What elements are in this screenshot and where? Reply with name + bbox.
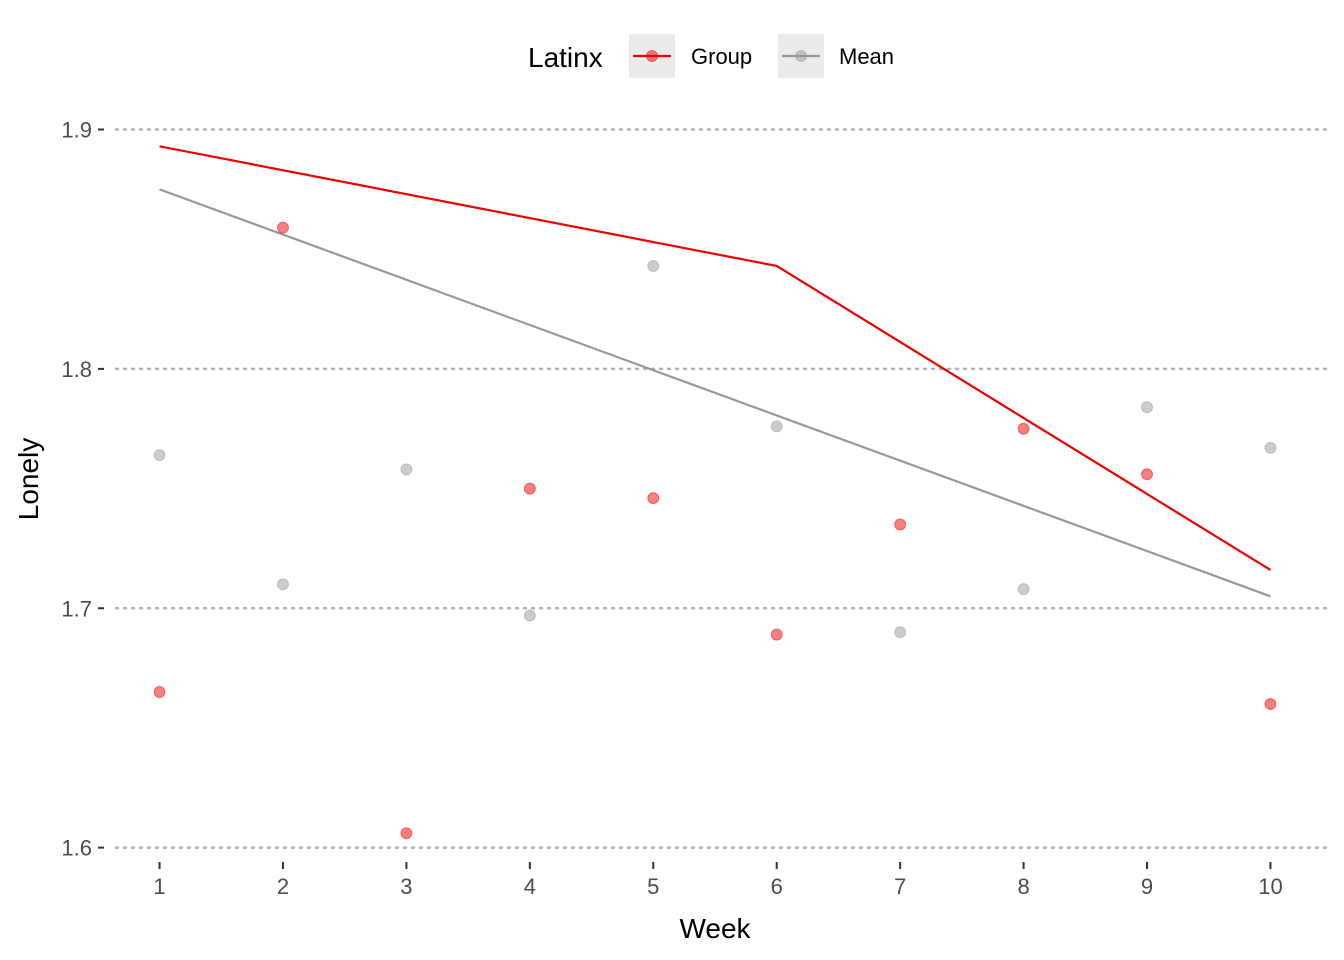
series-lines [159, 145, 1272, 598]
legend-title: Latinx [528, 42, 603, 73]
axes: 1.6 1.7 1.8 1.9 1 2 3 4 5 6 7 8 9 10 [61, 118, 1282, 899]
mean-point [770, 420, 783, 433]
group-point [770, 628, 783, 641]
series-points [153, 221, 1277, 840]
legend-key-point [646, 50, 658, 62]
x-tick-label: 6 [771, 874, 783, 899]
x-tick-label: 1 [153, 874, 165, 899]
legend-items: Group Mean [629, 34, 894, 78]
legend-label-group: Group [691, 44, 752, 69]
mean-trend-line [159, 188, 1271, 598]
grid [114, 128, 1328, 849]
x-tick-label: 8 [1017, 874, 1029, 899]
mean-point [894, 626, 907, 639]
mean-point [276, 578, 289, 591]
x-tick-label: 4 [524, 874, 536, 899]
x-tick-label: 5 [647, 874, 659, 899]
legend-key-point [795, 50, 807, 62]
group-point [153, 686, 166, 699]
mean-point [523, 609, 536, 622]
legend-item-group: Group [629, 34, 752, 78]
x-tick-label: 9 [1141, 874, 1153, 899]
group-point [1264, 698, 1277, 711]
y-tick-label: 1.8 [61, 357, 92, 382]
mean-point [1264, 441, 1277, 454]
y-tick-label: 1.7 [61, 596, 92, 621]
mean-point [647, 259, 660, 272]
group-trend-line [159, 145, 1272, 571]
group-point [894, 518, 907, 531]
y-tick-label: 1.9 [61, 118, 92, 143]
y-tick-label: 1.6 [61, 836, 92, 861]
x-tick-label: 3 [400, 874, 412, 899]
group-point [1017, 422, 1030, 435]
x-axis-title: Week [679, 913, 751, 944]
mean-point [153, 449, 166, 462]
x-tick-label: 7 [894, 874, 906, 899]
group-point [1141, 468, 1154, 481]
group-point [523, 482, 536, 495]
x-tick-label: 2 [277, 874, 289, 899]
legend-label-mean: Mean [839, 44, 894, 69]
mean-point [1141, 401, 1154, 414]
legend-item-mean: Mean [778, 34, 894, 78]
group-point [647, 492, 660, 505]
y-axis-title: Lonely [13, 438, 44, 521]
mean-point [400, 463, 413, 476]
x-tick-label: 10 [1258, 874, 1282, 899]
mean-point [1017, 583, 1030, 596]
group-point [276, 221, 289, 234]
legend: Latinx Group Mean [528, 34, 894, 78]
group-point [400, 827, 413, 840]
